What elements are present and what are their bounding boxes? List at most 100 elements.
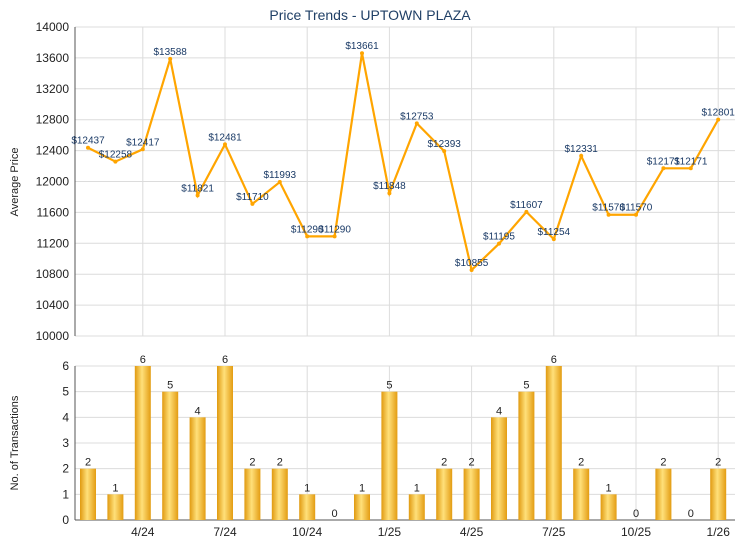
transaction-bar [217,366,233,520]
chart-title: Price Trends - UPTOWN PLAZA [269,7,471,23]
transaction-data-label: 4 [496,405,502,417]
x-tick-label: 4/24 [131,525,155,539]
price-point [469,267,474,272]
price-tick-label: 11600 [37,205,70,219]
transactions-axis-label: No. of Transactions [9,395,21,490]
transactions-tick-label: 6 [62,359,69,373]
price-data-label: $11570 [620,203,653,214]
transaction-bar [107,494,124,520]
price-tick-label: 13200 [36,82,70,96]
price-point [387,191,392,196]
price-point [113,159,118,164]
price-point [332,234,337,239]
transaction-data-label: 2 [578,457,584,469]
transaction-bar [271,468,288,520]
price-point [606,212,611,217]
transaction-bar [134,366,151,520]
transaction-data-label: 0 [688,508,694,520]
x-tick-label: 10/25 [621,525,651,539]
transaction-data-label: 1 [359,482,365,494]
transaction-data-label: 1 [414,482,420,494]
price-data-label: $12171 [674,156,708,167]
price-point [168,56,173,61]
price-data-label: $12417 [126,137,160,148]
transaction-bar [381,391,398,520]
transaction-bar [518,391,535,520]
transaction-bar [408,494,425,520]
price-data-label: $12437 [71,136,105,147]
transaction-bar [545,366,562,520]
price-data-label: $12171 [647,156,681,167]
transaction-bar [189,417,206,520]
transaction-data-label: 1 [606,482,612,494]
transaction-data-label: 1 [304,482,310,494]
price-tick-label: 14000 [36,20,70,34]
transaction-data-label: 4 [195,405,201,417]
transactions-tick-label: 0 [62,513,69,527]
transactions-tick-label: 4 [62,410,69,424]
transaction-bar [162,391,179,520]
transaction-data-label: 2 [441,457,447,469]
transaction-bar [299,494,316,520]
transaction-bar [573,468,590,520]
price-data-label: $12801 [702,108,736,119]
price-data-label: $11993 [263,170,296,181]
price-point [223,142,227,147]
transaction-bar [600,494,617,520]
transaction-bar [463,468,480,520]
transaction-bar [436,468,453,520]
price-data-label: $13661 [345,41,379,52]
x-tick-label: 7/25 [542,525,566,539]
price-point [524,209,529,214]
price-data-label: $11710 [236,192,269,203]
transaction-data-label: 6 [551,354,557,366]
price-point [140,147,145,152]
price-data-label: $11821 [181,183,214,194]
transaction-data-label: 0 [633,508,639,520]
price-point [716,117,721,122]
transaction-data-label: 0 [332,508,338,520]
price-tick-label: 12000 [36,175,70,189]
transactions-tick-label: 2 [62,462,69,476]
price-point [305,234,310,239]
price-tick-label: 13600 [36,51,70,65]
price-point [634,212,638,217]
price-data-label: $11848 [373,181,406,192]
transaction-bar [655,468,672,520]
price-data-label: $12393 [428,139,462,150]
price-tick-label: 10800 [36,267,70,281]
price-data-label: $13588 [154,47,188,58]
price-data-label: $11195 [483,232,515,243]
transaction-data-label: 5 [167,380,173,392]
price-data-label: $11290 [291,224,324,235]
transaction-data-label: 2 [277,457,283,469]
transaction-data-label: 1 [112,482,118,494]
price-data-label: $12753 [400,111,434,122]
x-tick-label: 10/24 [292,525,322,539]
transaction-data-label: 2 [469,457,475,469]
transactions-tick-label: 1 [62,487,69,501]
price-tick-label: 11200 [37,236,70,250]
price-data-label: $11570 [592,203,625,214]
price-line [87,52,720,273]
transaction-bar [80,468,96,520]
price-point [661,166,666,171]
price-axis-label: Average Price [9,148,21,217]
price-point [442,149,447,154]
transactions-tick-label: 3 [62,436,69,450]
transaction-data-label: 2 [249,457,255,469]
price-data-label: $11607 [510,200,543,211]
price-tick-label: 10000 [36,329,70,343]
x-tick-label: 7/24 [213,525,237,539]
price-tick-label: 10400 [36,298,70,312]
transaction-data-label: 5 [523,380,529,392]
price-tick-label: 12800 [36,113,70,127]
price-point [579,153,584,158]
price-point [551,237,556,242]
price-point [277,180,282,185]
price-point [195,193,200,198]
price-data-label: $12481 [208,132,242,143]
transaction-bar [710,468,727,520]
transaction-bar [491,417,507,520]
